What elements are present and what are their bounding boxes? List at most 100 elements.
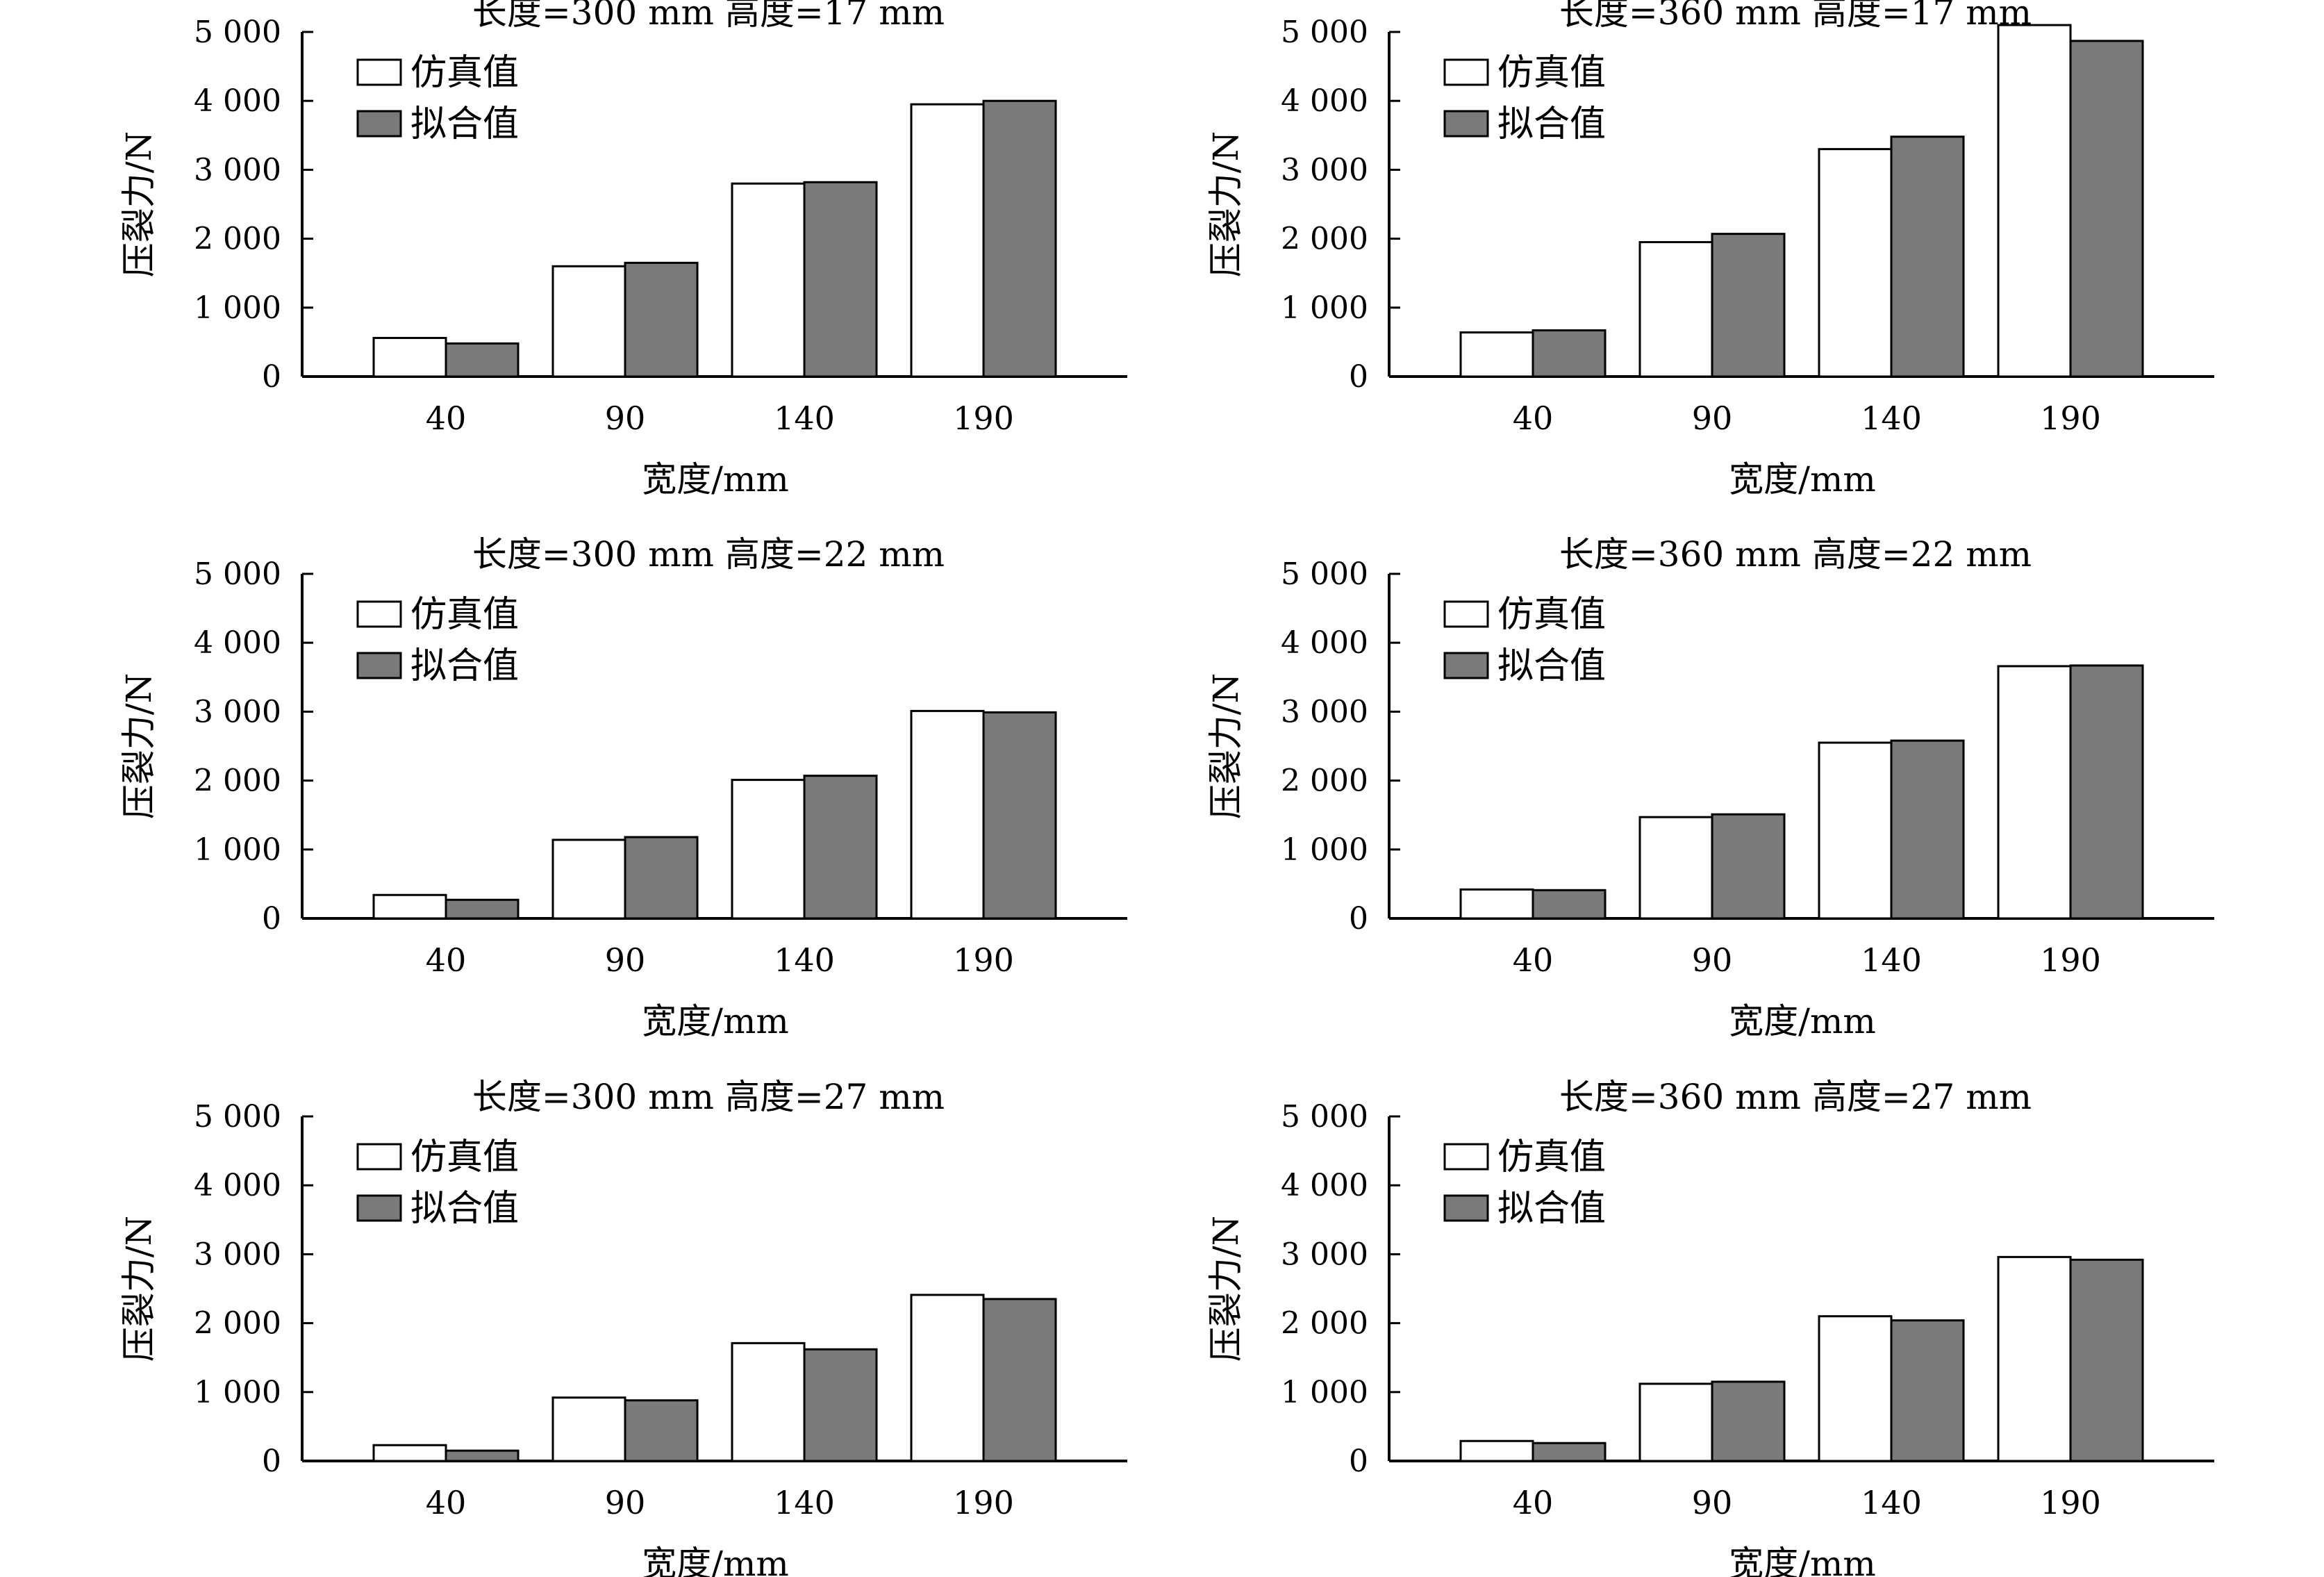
x-tick-label: 140 (1861, 1484, 1922, 1521)
legend-swatch-simulated (356, 1143, 402, 1171)
legend-swatch-simulated (1443, 58, 1489, 86)
bar-simulated-140 (1818, 148, 1893, 378)
bar-simulated-40 (1459, 1439, 1534, 1462)
bar-simulated-90 (551, 839, 626, 920)
y-tick-label: 3 000 (1281, 152, 1368, 188)
y-tick-label: 5 000 (194, 556, 281, 592)
legend-swatch-fitted (1443, 110, 1489, 138)
y-tick-label: 1 000 (1281, 290, 1368, 326)
y-tick-label: 2 000 (1281, 1306, 1368, 1341)
bar-simulated-40 (372, 336, 447, 378)
bar-simulated-90 (1638, 241, 1713, 378)
x-tick-label: 40 (1513, 1484, 1554, 1521)
legend-swatch-simulated (1443, 600, 1489, 628)
chart-2: 长度=360 mm 高度=17 mm 0 1 000 2 000 3 000 4 000 5… (1206, 0, 2214, 499)
y-tick-label: 0 (1349, 1444, 1368, 1479)
bar-simulated-90 (1638, 816, 1713, 920)
bar-simulated-190 (910, 103, 985, 378)
bar-simulated-40 (372, 893, 447, 920)
legend-swatch-fitted (1443, 1194, 1489, 1222)
bar-simulated-140 (731, 182, 806, 378)
bar-fitted-140 (1890, 135, 1965, 378)
bar-simulated-190 (1997, 665, 2072, 920)
y-tick-label: 5 000 (194, 1099, 281, 1134)
bar-simulated-90 (1638, 1382, 1713, 1462)
y-tick-label: 4 000 (194, 83, 281, 119)
x-tick-label: 90 (1692, 941, 1733, 979)
bar-fitted-190 (2069, 1258, 2144, 1462)
y-tick-label: 4 000 (194, 625, 281, 661)
legend-label-fitted: 拟合值 (410, 645, 519, 687)
bar-fitted-90 (624, 261, 699, 378)
x-axis-title: 宽度/mm (642, 459, 789, 499)
bar-fitted-90 (624, 1399, 699, 1462)
y-tick-label: 4 000 (1281, 625, 1368, 661)
bar-fitted-40 (1532, 329, 1607, 378)
legend-label-fitted: 拟合值 (1497, 645, 1606, 687)
x-tick-label: 90 (1692, 1484, 1733, 1521)
bar-simulated-40 (372, 1444, 447, 1462)
bar-fitted-40 (445, 1449, 520, 1462)
legend-label-fitted: 拟合值 (1497, 1188, 1606, 1230)
bar-simulated-190 (910, 1294, 985, 1462)
bar-fitted-90 (624, 836, 699, 920)
x-axis-title: 宽度/mm (1729, 1544, 1876, 1577)
y-tick-label: 0 (262, 359, 281, 395)
bar-fitted-90 (1711, 1380, 1786, 1462)
y-axis-title: 压裂力/N (119, 673, 159, 820)
x-tick-label: 40 (426, 1484, 467, 1521)
x-tick-label: 140 (774, 399, 835, 437)
bar-fitted-90 (1711, 233, 1786, 378)
y-tick-label: 1 000 (194, 832, 281, 868)
bar-fitted-140 (1890, 1319, 1965, 1462)
y-axis-title: 压裂力/N (1206, 131, 1246, 278)
legend-swatch-simulated (1443, 1143, 1489, 1171)
y-tick-label: 4 000 (194, 1168, 281, 1203)
y-tick-label: 3 000 (1281, 694, 1368, 729)
y-axis-title: 压裂力/N (119, 131, 159, 278)
bar-fitted-40 (445, 342, 520, 378)
y-tick-label: 0 (1349, 359, 1368, 395)
chart-1: 长度=300 mm 高度=17 mm 0 1 000 2 000 3 000 4 000 5… (119, 0, 1127, 499)
legend-label-simulated: 仿真值 (1497, 1137, 1606, 1178)
bar-fitted-190 (982, 711, 1057, 920)
legend-swatch-simulated (356, 600, 402, 628)
x-tick-label: 190 (953, 941, 1014, 979)
x-tick-label: 140 (774, 941, 835, 979)
x-tick-label: 90 (605, 399, 646, 437)
y-tick-label: 0 (1349, 901, 1368, 936)
legend-label-simulated: 仿真值 (1497, 594, 1606, 636)
legend-swatch-fitted (356, 1194, 402, 1222)
bar-fitted-140 (1890, 739, 1965, 920)
y-axis-title: 压裂力/N (1206, 673, 1246, 820)
chart-title: 长度=300 mm 高度=22 mm (472, 534, 945, 575)
bar-simulated-190 (1997, 24, 2072, 378)
chart-title: 长度=360 mm 高度=22 mm (1559, 534, 2032, 575)
bar-fitted-190 (982, 99, 1057, 378)
y-tick-label: 2 000 (194, 222, 281, 257)
bar-fitted-90 (1711, 813, 1786, 920)
legend-label-simulated: 仿真值 (1497, 52, 1606, 94)
y-tick-label: 4 000 (1281, 1168, 1368, 1203)
y-tick-label: 3 000 (194, 152, 281, 188)
y-tick-label: 3 000 (1281, 1237, 1368, 1272)
y-tick-label: 0 (262, 901, 281, 936)
x-tick-label: 40 (426, 941, 467, 979)
x-tick-label: 190 (2040, 941, 2101, 979)
x-tick-label: 190 (2040, 1484, 2101, 1521)
bar-simulated-140 (731, 779, 806, 920)
y-tick-label: 3 000 (194, 694, 281, 729)
x-tick-label: 90 (1692, 399, 1733, 437)
x-axis-title: 宽度/mm (642, 1001, 789, 1041)
legend-label-simulated: 仿真值 (410, 1137, 519, 1178)
legend-label-fitted: 拟合值 (410, 104, 519, 145)
legend-label-fitted: 拟合值 (1497, 104, 1606, 145)
y-tick-label: 2 000 (194, 1306, 281, 1341)
bar-fitted-40 (1532, 889, 1607, 920)
x-tick-label: 40 (1513, 399, 1554, 437)
bar-simulated-190 (1997, 1255, 2072, 1462)
y-tick-label: 3 000 (194, 1237, 281, 1272)
y-tick-label: 2 000 (1281, 763, 1368, 799)
chart-6: 长度=360 mm 高度=27 mm 0 1 000 2 000 3 000 4 000 5… (1206, 1077, 2214, 1577)
